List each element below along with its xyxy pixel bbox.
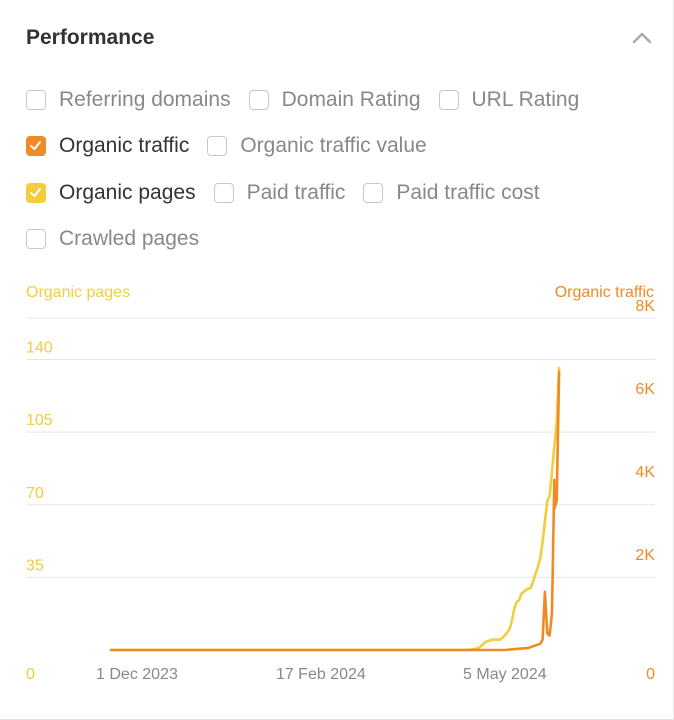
checkbox-label: Organic pages [59, 180, 196, 204]
checkbox-unchecked[interactable] [363, 182, 384, 203]
right-tick-label: 6K [635, 381, 655, 398]
checkbox-organic-pages[interactable]: Organic pages [26, 177, 196, 209]
checkbox-label: Paid traffic [246, 180, 346, 204]
checkbox-label: Paid traffic cost [396, 180, 540, 204]
checkbox-unchecked[interactable] [26, 90, 46, 110]
left-tick-label: 0 [26, 666, 35, 683]
checkbox-referring-domains[interactable]: Referring domains [26, 84, 231, 116]
right-tick-label: 8K [635, 298, 655, 315]
right-tick-label: 4K [635, 464, 655, 481]
panel-title: Performance [26, 26, 155, 49]
right-tick-label: 2K [635, 547, 655, 564]
checkbox-crawled-pages[interactable]: Crawled pages [26, 223, 199, 255]
left-tick-label: 35 [26, 557, 44, 574]
checkbox-unchecked[interactable] [248, 90, 269, 110]
checkbox-row: Referring domains Domain Rating URL Rating [26, 84, 666, 130]
checkbox-unchecked[interactable] [213, 182, 234, 203]
series-line-organic-traffic [109, 370, 561, 652]
x-tick-label: 17 Feb 2024 [276, 666, 366, 683]
left-tick-label: 105 [26, 412, 53, 429]
checkbox-unchecked[interactable] [438, 90, 459, 110]
checkbox-checked[interactable] [26, 136, 46, 157]
checkbox-label: URL Rating [471, 88, 580, 111]
checkbox-checked[interactable] [26, 182, 46, 203]
checkmark-icon [30, 187, 41, 197]
chart-canvas: 0 35 70 105 140 0 2K 4K 6K 8K 1 Dec 2023 17 Feb 202… [26, 298, 655, 683]
checkbox-label: Organic traffic value [240, 134, 427, 158]
right-tick-label: 0 [646, 666, 655, 683]
left-tick-label: 140 [26, 340, 53, 357]
checkbox-domain-rating[interactable]: Domain Rating [248, 84, 421, 116]
checkmark-icon [30, 141, 41, 151]
checkbox-unchecked[interactable] [207, 136, 228, 157]
left-tick-label: 70 [26, 485, 44, 502]
left-axis-title: Organic pages [26, 284, 131, 301]
x-tick-label: 1 Dec 2023 [96, 666, 178, 683]
metric-checkbox-list: Referring domains Domain Rating URL Rating… [26, 84, 666, 270]
checkbox-label: Domain Rating [281, 88, 421, 111]
checkbox-row: Organic traffic Organic traffic value [26, 130, 666, 176]
chevron-up-icon [632, 32, 652, 44]
checkbox-paid-traffic-cost[interactable]: Paid traffic cost [363, 177, 540, 209]
checkbox-label: Organic traffic [59, 134, 190, 158]
checkbox-organic-traffic[interactable]: Organic traffic [26, 130, 189, 162]
checkbox-row: Crawled pages [26, 223, 666, 269]
checkbox-row: Organic pages Paid traffic Paid traffic co… [26, 177, 666, 223]
panel-header: Performance [26, 24, 656, 52]
x-tick-label: 5 May 2024 [463, 666, 547, 683]
right-axis-title: Organic traffic [554, 284, 654, 301]
performance-chart: Organic pages Organic traffic 0 35 70 105 14… [0, 270, 674, 690]
collapse-button[interactable] [628, 24, 656, 52]
series-line-organic-pages [109, 366, 561, 652]
checkbox-paid-traffic[interactable]: Paid traffic [213, 177, 346, 209]
checkbox-label: Crawled pages [59, 227, 200, 251]
checkbox-url-rating[interactable]: URL Rating [438, 84, 580, 116]
checkbox-organic-traffic-value[interactable]: Organic traffic value [207, 130, 427, 162]
checkbox-unchecked[interactable] [26, 229, 46, 250]
checkbox-label: Referring domains [59, 88, 231, 111]
